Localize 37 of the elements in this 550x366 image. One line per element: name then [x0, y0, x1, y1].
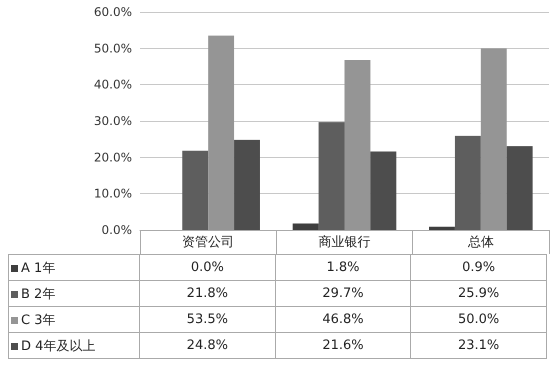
bar — [506, 146, 533, 230]
bar — [182, 150, 208, 230]
data-label: 46.8% — [275, 306, 411, 332]
data-label: 50.0% — [410, 306, 546, 332]
bar — [344, 60, 370, 230]
bar — [292, 223, 319, 230]
x-tick-label: 总体 — [466, 235, 494, 250]
y-tick-label: 20.0% — [94, 150, 132, 164]
data-label: 21.8% — [140, 280, 276, 306]
bar — [234, 140, 260, 230]
data-label: 53.5% — [140, 306, 276, 332]
data-label: 24.8% — [140, 332, 276, 358]
bar — [454, 136, 481, 230]
data-label: 0.9% — [410, 254, 546, 280]
y-tick-label: 50.0% — [94, 41, 132, 56]
legend-label: A 1年 — [21, 260, 56, 276]
bar — [208, 36, 234, 230]
x-tick-label: 商业银行 — [318, 235, 370, 250]
y-tick-label: 30.0% — [94, 114, 132, 128]
bar — [318, 122, 344, 230]
legend-label: D 4年及以上 — [21, 338, 96, 354]
data-label: 1.8% — [275, 254, 411, 280]
bar — [370, 152, 396, 230]
legend-label: C 3年 — [21, 312, 56, 328]
y-tick-label: 0.0% — [102, 223, 132, 237]
data-label: 25.9% — [410, 280, 546, 306]
y-tick-label: 10.0% — [94, 186, 132, 201]
y-tick-label: 40.0% — [94, 78, 132, 92]
legend-label: B 2年 — [21, 286, 56, 302]
data-label: 0.0% — [140, 254, 276, 280]
x-tick-label: 资管公司 — [182, 235, 234, 250]
bar — [480, 48, 507, 230]
data-label: 29.7% — [275, 280, 411, 306]
data-label: 23.1% — [410, 332, 546, 358]
y-tick-label: 60.0% — [94, 5, 132, 19]
bar — [429, 226, 455, 230]
data-label: 21.6% — [275, 332, 411, 358]
